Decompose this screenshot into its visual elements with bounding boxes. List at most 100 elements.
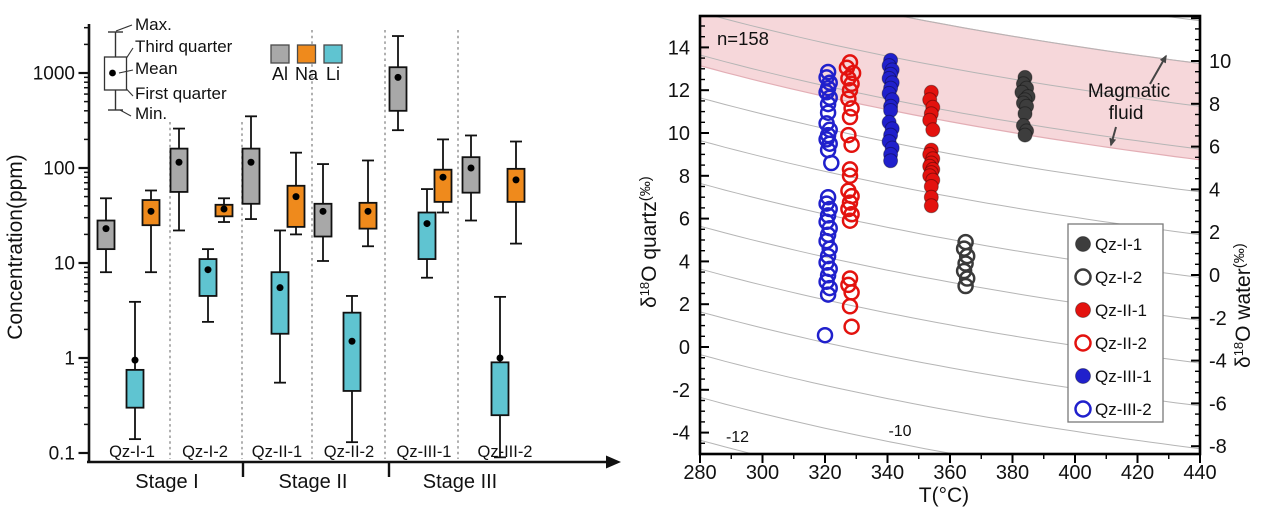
legend-connector bbox=[118, 69, 134, 74]
box-Li-Qz-III-2 bbox=[490, 361, 510, 417]
fractionation-contour-2 bbox=[700, 140, 1200, 236]
category-label: Qz-I-2 bbox=[182, 443, 228, 461]
water-axis-label-sup: 18 bbox=[1231, 342, 1246, 356]
y-tick-label: 0.1 bbox=[49, 444, 75, 465]
fractionation-contour-4 bbox=[700, 97, 1200, 193]
legend-label-Qz-II-2: Qz-II-2 bbox=[1095, 334, 1147, 353]
legend-connector bbox=[119, 109, 132, 117]
x-tick-label: 280 bbox=[683, 462, 716, 484]
data-point-Qz-III-2 bbox=[821, 279, 838, 297]
quartz-axis-label-delta: δ bbox=[638, 296, 661, 308]
magmatic-band-edge bbox=[700, 65, 1200, 161]
element-swatch-Na bbox=[296, 44, 317, 64]
quartz-axis-label-sup: 18 bbox=[637, 282, 652, 296]
data-point-Qz-II-2 bbox=[840, 90, 857, 108]
data-point-Qz-III-2 bbox=[819, 95, 837, 113]
x-tick-label: 320 bbox=[808, 462, 841, 484]
magmatic-fluid-label-line1: Magmatic bbox=[1088, 81, 1170, 102]
concentration-boxplot-panel: 1000 100 10 1 0.1 Qz-I-1 Qz-I-2 Qz-II-1 Qz-II-2 Q… bbox=[4, 15, 621, 493]
box-Na-Qz-II-1 bbox=[286, 184, 306, 228]
magmatic-fluid-band bbox=[700, 16, 1200, 160]
y-tick-label: 1000 bbox=[33, 64, 75, 85]
mean-dot bbox=[220, 205, 228, 213]
stage-label: Stage I bbox=[135, 471, 198, 493]
category-label: Qz-II-2 bbox=[324, 443, 374, 461]
series-Qz-II-1 bbox=[922, 84, 941, 214]
box-Li-Qz-II-1 bbox=[270, 271, 290, 335]
series-Qz-III-1 bbox=[881, 52, 900, 169]
mean-dot bbox=[439, 173, 447, 181]
series-Al bbox=[96, 35, 481, 274]
quartz-axis-label-main: O quartz bbox=[638, 201, 661, 282]
box-Al-Qz-II-2 bbox=[313, 202, 333, 238]
x-tick-label: 340 bbox=[871, 462, 904, 484]
series-Qz-I-1 bbox=[1014, 69, 1036, 143]
left-y-tick-label: 10 bbox=[668, 123, 690, 145]
series-Qz-I-2 bbox=[955, 233, 976, 295]
fractionation-contour-10 bbox=[898, 16, 1200, 64]
mean-dot bbox=[204, 266, 212, 274]
magmatic-arrow-down bbox=[1109, 126, 1117, 147]
right-y-tick-label: 2 bbox=[1209, 222, 1220, 244]
left-y-tick-label: 0 bbox=[679, 337, 690, 359]
box-Li-Qz-I-1 bbox=[125, 368, 145, 409]
data-point-Qz-II-2 bbox=[840, 126, 857, 144]
series-Li bbox=[125, 188, 510, 459]
legend-marker-Qz-III-1 bbox=[1075, 368, 1091, 384]
stage-label: Stage III bbox=[423, 471, 498, 493]
data-point-Qz-III-2 bbox=[819, 286, 837, 303]
series-Na bbox=[141, 138, 526, 274]
left-y-tick-label: 2 bbox=[679, 294, 690, 316]
concentration-axis-label: Concentration(ppm) bbox=[4, 154, 27, 340]
category-label: Qz-I-1 bbox=[109, 443, 155, 461]
legend-marker-Qz-I-1 bbox=[1075, 236, 1091, 252]
fractionation-contour--8 bbox=[700, 354, 1200, 450]
data-point-Qz-III-2 bbox=[819, 188, 837, 206]
boxplot-legend-label: Third quarter bbox=[135, 37, 233, 56]
left-y-tick-label: 6 bbox=[679, 209, 690, 231]
right-y-tick-label: -6 bbox=[1209, 393, 1227, 415]
element-label-Li: Li bbox=[326, 64, 340, 84]
category-label: Qz-II-1 bbox=[252, 443, 302, 461]
data-point-Qz-II-2 bbox=[841, 81, 859, 99]
data-point-Qz-II-2 bbox=[843, 75, 860, 93]
mean-dot bbox=[247, 158, 255, 166]
sample-count-label: n=158 bbox=[717, 28, 769, 49]
quartz-axis-label: δ18O quartz(‰) bbox=[637, 176, 661, 308]
mean-dot bbox=[175, 158, 183, 166]
contour-label: -10 bbox=[888, 423, 911, 440]
magmatic-arrow-up bbox=[1149, 54, 1167, 85]
x-tick-label: 380 bbox=[996, 462, 1029, 484]
right-y-tick-label: 4 bbox=[1209, 179, 1220, 201]
data-point-Qz-I-2 bbox=[957, 277, 974, 295]
box-Al-Qz-I-1 bbox=[96, 219, 116, 251]
mean-dot bbox=[423, 220, 431, 228]
water-axis-label-main: O water bbox=[1232, 268, 1255, 342]
data-point-Qz-II-2 bbox=[843, 136, 860, 154]
data-point-Qz-III-1 bbox=[883, 153, 899, 169]
scatter-legend-box bbox=[1067, 223, 1164, 423]
magmatic-fluid-label-line2: fluid bbox=[1109, 103, 1144, 124]
box-Li-Qz-III-1 bbox=[417, 211, 437, 260]
legend-marker-Qz-II-1 bbox=[1075, 302, 1091, 318]
fractionation-contour-6 bbox=[700, 54, 1200, 150]
data-point-Qz-III-2 bbox=[816, 326, 834, 344]
mean-dot bbox=[292, 193, 300, 201]
right-y-tick-label: -2 bbox=[1209, 308, 1227, 330]
left-y-tick-label: 14 bbox=[668, 37, 690, 59]
legend-connector bbox=[126, 88, 134, 97]
category-label: Qz-III-2 bbox=[477, 443, 532, 461]
data-point-Qz-II-2 bbox=[841, 298, 859, 315]
boxplot-legend-label: Mean bbox=[135, 59, 178, 78]
element-swatch-Li bbox=[323, 44, 343, 64]
mean-dot bbox=[131, 356, 139, 364]
data-point-Qz-I-1 bbox=[1017, 127, 1033, 143]
water-axis-label-delta: δ bbox=[1232, 356, 1255, 368]
box-Na-Qz-II-2 bbox=[358, 201, 378, 230]
legend-marker-Qz-III-2 bbox=[1074, 400, 1092, 418]
left-y-tick-label: -4 bbox=[672, 423, 690, 445]
y-tick-label: 1 bbox=[64, 349, 75, 370]
fractionation-contour-8 bbox=[712, 16, 1200, 107]
